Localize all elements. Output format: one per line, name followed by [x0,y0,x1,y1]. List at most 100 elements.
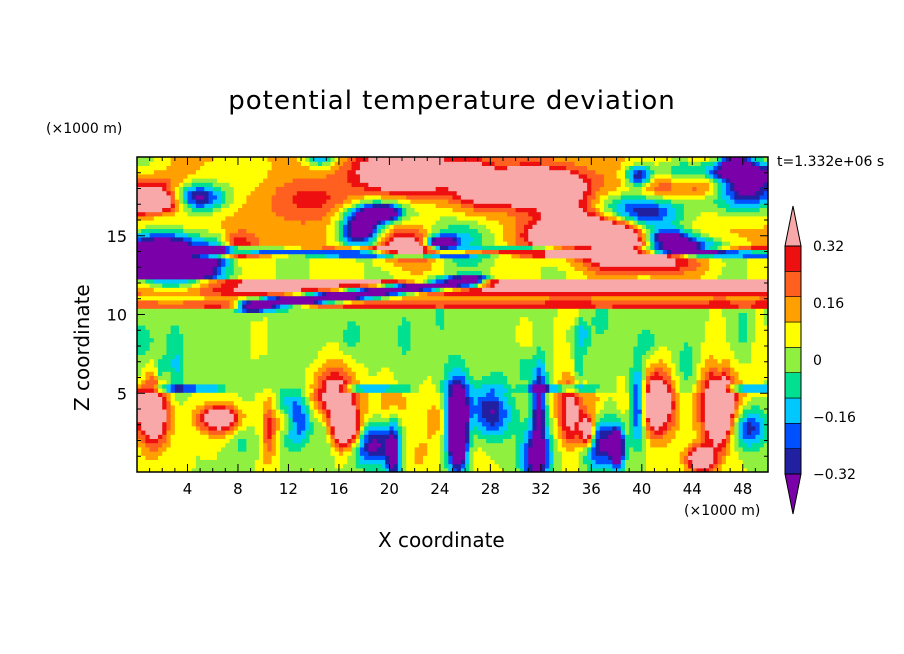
field-cell [742,358,748,364]
field-cell [292,430,298,435]
field-cell [229,379,235,385]
field-cell [746,421,752,427]
field-cell [566,367,571,372]
field-cell [469,396,475,402]
field-cell [671,430,677,435]
field-cell [423,438,428,444]
field-cell [624,438,630,444]
field-cell [334,329,340,334]
field-cell [755,371,761,376]
field-cell [578,400,584,406]
field-cell [746,434,752,439]
field-cell [141,379,147,385]
field-cell [612,367,618,372]
field-cell [418,442,424,448]
field-cell [566,459,571,465]
field-cell [452,409,458,414]
field-cell [317,354,323,360]
field-cell [721,337,727,343]
field-cell [738,333,744,339]
field-cell [717,383,723,389]
field-cell [679,413,685,418]
field-cell [633,388,639,393]
field-cell [137,421,142,427]
field-cell [498,333,504,339]
field-cell [212,346,218,351]
field-cell [246,367,252,372]
field-cell [414,371,420,376]
field-cell [742,417,748,423]
field-cell [456,375,462,381]
field-cell [385,354,390,360]
field-cell [145,459,151,465]
field-cell [511,425,517,431]
field-cell [717,417,723,423]
field-cell [688,341,693,347]
field-cell [280,362,285,368]
field-cell [246,404,252,410]
field-cell [313,379,319,385]
field-cell [221,362,226,368]
field-cell [225,400,231,406]
field-cell [326,329,332,334]
field-cell [271,421,277,427]
field-cell [620,404,626,410]
field-cell [570,367,576,372]
field-cell [351,438,357,444]
field-cell [667,442,672,448]
field-cell [280,375,285,381]
field-cell [343,371,348,376]
field-cell [460,350,466,355]
field-cell [141,455,147,460]
field-cell [204,442,210,448]
field-cell [515,375,521,381]
field-cell [334,400,340,406]
field-cell [730,396,735,402]
field-cell [717,371,723,376]
field-cell [587,362,592,368]
field-cell [258,350,264,355]
field-cell [591,354,597,360]
field-cell [254,417,260,423]
field-cell [313,404,319,410]
field-cell [410,346,416,351]
field-cell [591,367,597,372]
field-cell [540,413,546,418]
field-cell [755,383,761,389]
field-cell [305,350,311,355]
field-cell [385,438,390,444]
field-cell [667,354,672,360]
field-cell [734,371,740,376]
field-cell [675,367,681,372]
field-cell [183,333,189,339]
field-cell [153,375,159,381]
field-cell [158,413,163,418]
field-cell [629,455,634,460]
field-cell [498,388,504,393]
field-cell [162,367,168,372]
field-cell [427,421,433,427]
field-cell [578,346,584,351]
field-cell [465,404,470,410]
field-cell [671,400,677,406]
field-cell [574,358,580,364]
field-cell [254,442,260,448]
field-cell [402,404,407,410]
field-cell [532,354,538,360]
field-cell [448,346,454,351]
field-cell [713,459,719,465]
field-cell [658,333,664,339]
field-cell [166,442,172,448]
field-cell [646,337,651,343]
field-cell [280,329,285,334]
field-cell [725,388,731,393]
field-cell [355,451,361,456]
field-cell [502,434,508,439]
field-cell [385,430,390,435]
field-cell [389,333,395,339]
field-cell [650,467,656,472]
field-cell [334,413,340,418]
field-cell [591,388,597,393]
field-cell [574,375,580,381]
field-cell [343,430,348,435]
